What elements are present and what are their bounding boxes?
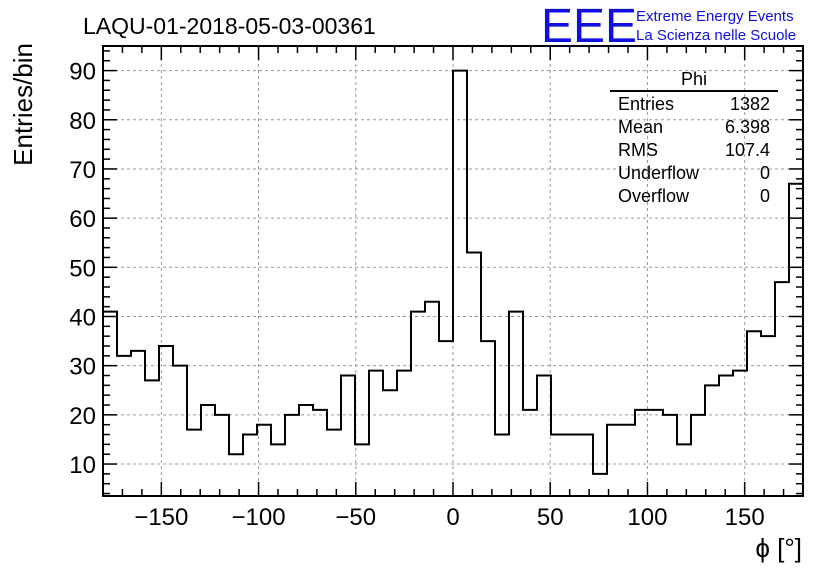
x-tick-label: 100 [627,504,667,531]
x-axis-label: ϕ [°] [755,533,802,563]
eee-logo-line2: La Scienza nelle Scuole [636,27,796,44]
y-axis-label: Entries/bin [8,43,38,166]
stats-row-value: 1382 [730,94,770,114]
y-tick-label: 20 [69,403,96,430]
y-tick-label: 10 [69,452,96,479]
stats-row-label: Mean [618,117,663,137]
x-tick-label: 0 [446,504,459,531]
eee-logo-text: EEE [541,0,637,53]
y-tick-label: 70 [69,157,96,184]
stats-box-rows: Entries 1382 Mean 6.398 RMS 107.4 Underflow 0 Ov… [618,94,770,206]
stats-row-label: Entries [618,94,674,114]
y-tick-label: 30 [69,354,96,381]
chart-title: LAQU-01-2018-05-03-00361 [83,13,376,39]
eee-logo-line1: Extreme Energy Events [636,8,794,25]
x-tick-label: −50 [335,504,376,531]
stats-row-label: Overflow [618,186,690,206]
stats-row-value: 6.398 [725,117,770,137]
stats-box: Phi Entries 1382 Mean 6.398 RMS 107.4 Underflo… [610,69,778,206]
eee-logo: EEE Extreme Energy Events La Scienza nel… [541,0,796,53]
y-tick-label: 50 [69,255,96,282]
histogram-series [103,69,803,475]
x-tick-label: 50 [537,504,564,531]
x-tick-label: −100 [232,504,286,531]
stats-row-label: Underflow [618,163,700,183]
stats-row-label: RMS [618,140,658,160]
x-tick-labels: −150 −100 −50 0 50 100 150 [134,504,764,531]
y-tick-label: 90 [69,59,96,86]
y-tick-label: 60 [69,206,96,233]
stats-row-value: 107.4 [725,140,770,160]
y-tick-labels: 10 20 30 40 50 60 70 80 90 [69,59,96,479]
axis-ticks [103,46,803,496]
stats-box-title: Phi [681,69,707,89]
y-tick-label: 40 [69,304,96,331]
stats-row-value: 0 [760,163,770,183]
x-tick-label: −150 [134,504,188,531]
x-tick-label: 150 [725,504,765,531]
y-tick-label: 80 [69,108,96,135]
stats-row-value: 0 [760,186,770,206]
